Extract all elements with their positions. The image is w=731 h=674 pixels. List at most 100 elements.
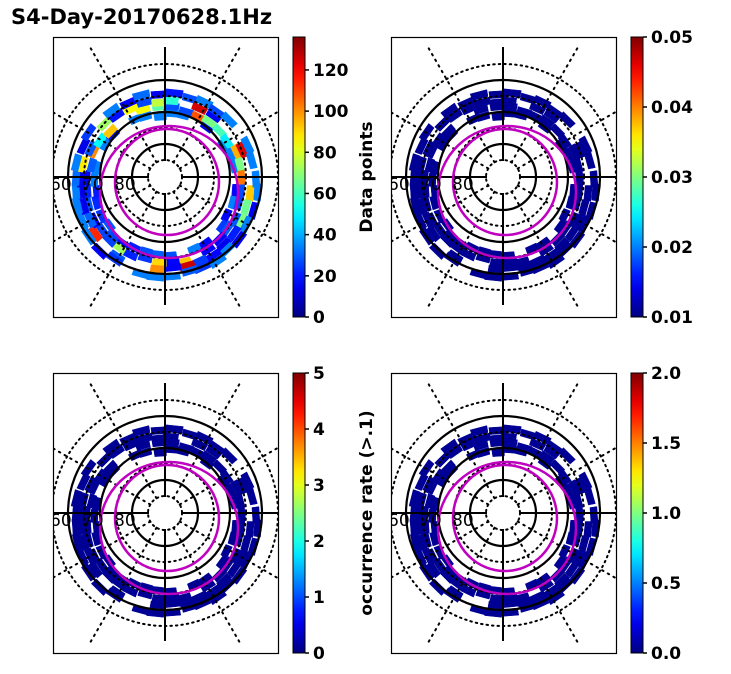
data-cell [440, 438, 459, 455]
data-cell [428, 242, 447, 261]
auroral-oval-inner [451, 463, 559, 573]
data-cell [162, 432, 180, 442]
dotted-lat-circle [485, 495, 521, 531]
dotted-meridian [391, 447, 490, 506]
dotted-meridian [178, 520, 278, 580]
data-cell [469, 89, 489, 101]
data-cell [583, 185, 593, 202]
data-cell [179, 596, 197, 608]
data-cell [131, 425, 151, 437]
lat-label: 70 [420, 175, 442, 195]
dotted-lat-circle [147, 159, 183, 195]
colorbar-tick-label: 5 [313, 364, 325, 384]
data-cell [409, 533, 422, 552]
colorbar-tick-label: 0.0 [651, 644, 681, 664]
auroral-oval-outer [98, 124, 240, 260]
colorbar-tick-label: 0.03 [651, 168, 693, 188]
dotted-meridian [89, 190, 158, 308]
colorbar-tick-label: 40 [313, 226, 337, 246]
auroral-oval-inner [451, 127, 559, 237]
plot-area: 60 70 80 [388, 46, 616, 308]
dotted-lat-circle [147, 495, 183, 531]
colorbar-tick-label: 0.5 [651, 574, 681, 594]
data-cell [86, 157, 98, 173]
colorbar-tick-label: 0 [313, 644, 325, 664]
data-cell [131, 89, 151, 101]
colorbar-tick-label: 0 [313, 308, 325, 328]
lat-label: 60 [50, 511, 72, 531]
data-cell [92, 468, 108, 485]
dotted-meridian [172, 46, 241, 164]
lat-label: 70 [420, 511, 442, 531]
data-cell [550, 567, 566, 583]
data-cell [201, 114, 218, 129]
data-cell [440, 123, 456, 139]
data-cell [408, 153, 421, 172]
dotted-meridian [178, 110, 278, 170]
data-cell [583, 521, 593, 538]
colorbar-bar [292, 36, 306, 318]
colorbar-tick-label: 0.04 [651, 98, 693, 118]
dotted-meridian [510, 46, 579, 164]
data-cell [102, 459, 118, 475]
colorbar-tick-label: 20 [313, 267, 337, 287]
data-cell [549, 459, 566, 475]
colorbar-tick-label: 3 [313, 476, 325, 496]
data-cell [503, 262, 520, 272]
panel-top-left: 60 70 80 0 20 40 60 80 100 120 Data points [50, 36, 377, 328]
data-cell [86, 493, 98, 509]
lat-label: 80 [114, 175, 136, 195]
dotted-meridian [427, 190, 496, 308]
data-cell [589, 506, 599, 524]
colorbar-tick-label: 100 [313, 102, 349, 122]
colorbar-tick-label: 2 [313, 532, 325, 552]
data-cell [564, 560, 580, 578]
dotted-meridian [53, 184, 152, 243]
auroral-oval-outer [436, 460, 578, 596]
colorbar-bar [292, 372, 306, 654]
data-cell [149, 264, 166, 274]
data-cell [71, 533, 84, 552]
dotted-meridian [516, 184, 616, 244]
lat-label: 60 [50, 175, 72, 195]
data-cell [251, 170, 261, 188]
data-cell [92, 132, 108, 149]
data-cell [240, 471, 255, 490]
dotted-meridian [510, 382, 579, 500]
auroral-oval-outer [436, 124, 578, 260]
data-cell [162, 96, 180, 106]
dotted-meridian [53, 520, 152, 579]
data-cell [90, 242, 109, 261]
dotted-meridian [89, 526, 158, 644]
data-cell [539, 450, 556, 465]
data-cell [245, 151, 258, 170]
dotted-meridian [391, 520, 490, 579]
panel-bottom-left: 60 70 80 0 1 2 3 4 5 occurrence rate (>.1) [50, 364, 377, 664]
data-cell [165, 262, 182, 272]
dotted-meridian [178, 446, 278, 506]
data-cell [245, 487, 258, 506]
dotted-meridian [516, 520, 616, 580]
colorbar-label: Data points [357, 121, 377, 232]
data-cell [549, 123, 566, 139]
data-cell [428, 578, 447, 597]
data-cell [503, 598, 520, 608]
lat-label: 70 [82, 511, 104, 531]
lat-label: 60 [388, 175, 410, 195]
data-cell [179, 260, 197, 272]
lat-label: 60 [388, 511, 410, 531]
plot-area: 60 70 80 [50, 46, 278, 308]
data-cell [211, 123, 228, 139]
dotted-meridian [178, 184, 278, 244]
data-cell [165, 598, 182, 608]
data-cell [557, 133, 572, 149]
colorbar-tick-label: 1 [313, 588, 325, 608]
panel-frame [52, 372, 280, 655]
lat-label: 80 [452, 511, 474, 531]
plot-area: 60 70 80 [50, 382, 278, 644]
data-cell [460, 248, 477, 262]
panel-frame [390, 36, 618, 319]
data-cell [102, 123, 118, 139]
data-cell [578, 135, 593, 154]
